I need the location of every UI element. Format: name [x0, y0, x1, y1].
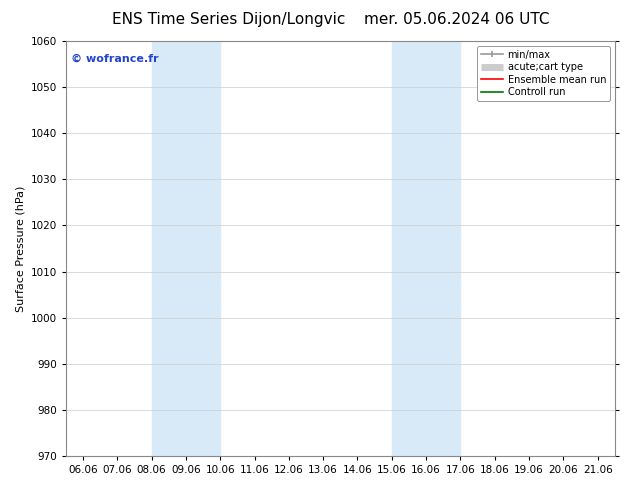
Legend: min/max, acute;cart type, Ensemble mean run, Controll run: min/max, acute;cart type, Ensemble mean … [477, 46, 610, 101]
Bar [152, 41, 220, 456]
Y-axis label: Surface Pressure (hPa): Surface Pressure (hPa) [15, 185, 25, 312]
Text: mer. 05.06.2024 06 UTC: mer. 05.06.2024 06 UTC [364, 12, 549, 27]
Text: © wofrance.fr: © wofrance.fr [71, 53, 159, 64]
Bar [392, 41, 460, 456]
Text: ENS Time Series Dijon/Longvic: ENS Time Series Dijon/Longvic [112, 12, 345, 27]
